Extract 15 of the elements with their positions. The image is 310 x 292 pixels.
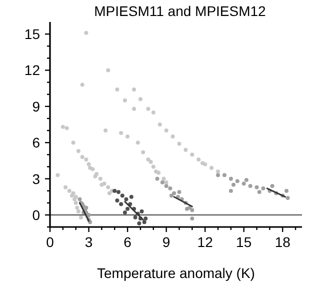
y-tick-label: 3 xyxy=(32,170,40,187)
y-tick-label: 0 xyxy=(32,206,40,223)
y-tick-label: 9 xyxy=(32,98,40,114)
x-axis-title: Temperature anomaly (K) xyxy=(97,265,255,281)
x-tick-label: 9 xyxy=(162,234,170,250)
y-tick-label: 15 xyxy=(24,26,40,42)
x-tick-label: 18 xyxy=(274,234,291,250)
x-tick-label: 3 xyxy=(84,234,93,250)
x-tick-label: 12 xyxy=(197,234,214,250)
x-tick-label: 15 xyxy=(236,234,252,250)
y-tick-label: 6 xyxy=(32,134,40,151)
x-tick-label: 6 xyxy=(124,234,132,250)
y-tick-label: 12 xyxy=(24,62,40,78)
x-tick-label: 0 xyxy=(46,234,54,250)
chart-title: MPIESM11 and MPIESM12 xyxy=(94,3,266,19)
